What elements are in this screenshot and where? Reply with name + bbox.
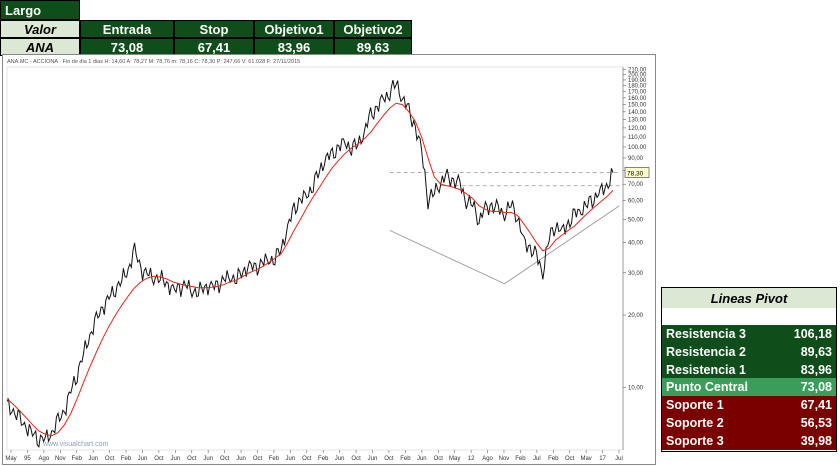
x-tick-label: 17 <box>599 456 606 462</box>
x-tick-label: Jun <box>286 456 296 462</box>
column-header-objetivo1: Objetivo1 <box>254 20 334 38</box>
y-tick-label: 180,00 <box>628 84 647 90</box>
x-tick-label: Jun <box>335 456 345 462</box>
pivot-row-label: Punto Central <box>666 380 748 394</box>
price-chart[interactable]: ANA.MC - ACCIONA · Fin de dia 1 dias H: … <box>2 54 656 465</box>
pivot-row-punto-central: Punto Central 73,08 <box>662 378 836 396</box>
pivot-row-label: Resistencia 1 <box>666 363 746 377</box>
y-tick-label: 60,00 <box>628 198 644 204</box>
pivot-row-resistencia-3: Resistencia 3 106,18 <box>662 325 836 343</box>
x-tick-label: Oct <box>220 456 230 462</box>
y-tick-label: 50,00 <box>628 217 644 223</box>
x-tick-label: Feb <box>515 456 526 462</box>
pivot-row-value: 56,53 <box>800 416 832 430</box>
x-tick-label: Oct <box>154 456 164 462</box>
x-tick-label: Jun <box>203 456 213 462</box>
y-tick-label: 110,00 <box>628 135 647 141</box>
column-header-objetivo2: Objetivo2 <box>334 20 412 38</box>
pivot-row-resistencia-1: Resistencia 1 83,96 <box>662 361 836 379</box>
y-tick-label: 40,00 <box>628 241 644 247</box>
x-tick-label: Oct <box>565 456 575 462</box>
column-header-entrada: Entrada <box>80 20 174 38</box>
x-tick-label: Oct <box>302 456 312 462</box>
pivot-row-soporte-2: Soporte 2 56,53 <box>662 414 836 432</box>
x-tick-label: 12 <box>468 456 475 462</box>
x-tick-label: Jun <box>138 456 148 462</box>
x-tick-label: Feb <box>269 456 280 462</box>
pivot-row-value: 89,63 <box>800 345 832 359</box>
last-price-label: 78,30 <box>627 171 644 178</box>
x-tick-label: Feb <box>548 456 559 462</box>
last-price-tag <box>624 167 650 178</box>
x-tick-label: Oct <box>187 456 197 462</box>
x-tick-label: Feb <box>121 456 132 462</box>
y-tick-label: 20,00 <box>628 313 644 319</box>
x-tick-label: Ago <box>482 456 493 462</box>
x-tick-label: 95 <box>24 456 31 462</box>
pivot-row-value: 67,41 <box>800 398 832 412</box>
y-tick-label: 200,00 <box>628 73 647 79</box>
x-tick-label: Ago <box>39 456 50 462</box>
y-tick-label: 100,00 <box>628 145 647 151</box>
pivot-row-label: Resistencia 3 <box>666 327 746 341</box>
trade-table-header-label: Valor <box>0 20 80 38</box>
x-tick-label: May <box>5 456 16 462</box>
x-tick-label: Nov <box>55 456 66 462</box>
pivot-row-resistencia-2: Resistencia 2 89,63 <box>662 343 836 361</box>
x-tick-label: Oct <box>434 456 444 462</box>
pivot-row-value: 106,18 <box>793 327 832 341</box>
x-tick-label: Feb <box>318 456 329 462</box>
pivot-row-label: Soporte 2 <box>666 416 724 430</box>
y-tick-label: 170,00 <box>628 90 647 96</box>
x-tick-label: Feb <box>72 456 83 462</box>
price-chart-svg: ANA.MC - ACCIONA · Fin de dia 1 dias H: … <box>5 59 650 462</box>
y-tick-label: 210,00 <box>628 67 647 73</box>
pivot-row-label: Soporte 3 <box>666 434 724 448</box>
x-tick-label: Jul <box>615 456 623 462</box>
y-tick-label: 190,00 <box>628 78 647 84</box>
x-tick-label: Mav <box>580 456 591 462</box>
x-tick-label: Jun <box>236 456 246 462</box>
plot-area <box>6 66 624 451</box>
trade-table-title: Largo <box>0 0 80 20</box>
pivot-row-label: Resistencia 2 <box>666 345 746 359</box>
column-header-stop: Stop <box>174 20 254 38</box>
y-tick-label: 70,00 <box>628 182 644 188</box>
y-tick-label: 150,00 <box>628 103 647 109</box>
x-tick-label: Feb <box>400 456 411 462</box>
y-tick-label: 140,00 <box>628 110 647 116</box>
y-tick-label: 160,00 <box>628 96 647 102</box>
y-tick-label: 130,00 <box>628 118 647 124</box>
value-entrada: 73,08 <box>80 38 174 56</box>
pivot-row-soporte-3: Soporte 3 39,98 <box>662 432 836 450</box>
pivot-row-soporte-1: Soporte 1 67,41 <box>662 396 836 414</box>
x-tick-label: Jul <box>533 456 541 462</box>
pivot-row-value: 39,98 <box>800 434 832 448</box>
pivot-row-label: Soporte 1 <box>666 398 724 412</box>
pivot-panel-title: Lineas Pivot <box>662 288 836 308</box>
y-tick-label: 30,00 <box>628 271 644 277</box>
value-stop: 67,41 <box>174 38 254 56</box>
x-tick-label: Jun <box>368 456 378 462</box>
x-tick-label: Oct <box>351 456 361 462</box>
chart-header-text: ANA.MC - ACCIONA · Fin de dia 1 dias H: … <box>7 59 300 65</box>
y-tick-label: 90,00 <box>628 156 644 162</box>
pivot-row-value: 73,08 <box>800 380 832 394</box>
x-tick-label: Oct <box>384 456 394 462</box>
x-tick-label: Jun <box>417 456 427 462</box>
x-tick-label: Jun <box>88 456 98 462</box>
x-tick-label: Nov <box>499 456 510 462</box>
y-tick-label: 10,00 <box>628 386 644 392</box>
x-tick-label: Jun <box>170 456 180 462</box>
watermark-text: www.visualchart.com <box>42 441 109 448</box>
x-tick-label: Oct <box>253 456 263 462</box>
x-tick-label: Oct <box>105 456 115 462</box>
y-tick-label: 120,00 <box>628 126 647 132</box>
x-tick-label: May <box>449 456 460 462</box>
moving-average-line <box>6 102 614 437</box>
pivot-row-value: 83,96 <box>800 363 832 377</box>
price-series-line <box>6 80 614 448</box>
trendline <box>389 205 620 285</box>
